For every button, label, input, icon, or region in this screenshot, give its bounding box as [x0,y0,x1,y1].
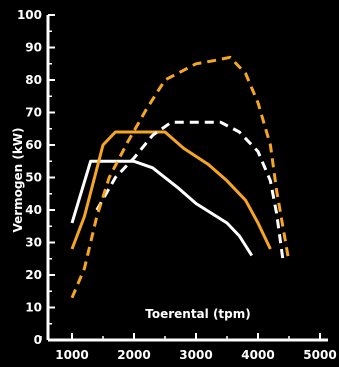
axes [40,14,328,342]
x-tick-label: 2000 [117,348,150,362]
y-tick-label: 10 [25,301,42,315]
y-tick-label: 100 [17,8,42,22]
y-tick-label: 90 [25,41,42,55]
x-tick-label: 5000 [303,348,336,362]
x-axis-title: Toerental (tpm) [145,307,251,321]
y-tick-label: 80 [25,73,42,87]
y-tick-label: 30 [25,236,42,250]
y-tick-label: 60 [25,138,42,152]
x-tick-label: 1000 [55,348,88,362]
series-line-2 [70,130,272,250]
plot-lines [70,55,291,299]
series-line-4 [70,55,291,299]
y-tick-label: 70 [25,106,42,120]
y-tick-label: 0 [34,333,42,347]
series-line-1 [70,159,254,257]
y-axis-title: Vermogen (kW) [11,127,25,232]
y-tick-label: 50 [25,171,42,185]
y-tick-label: 40 [25,203,42,217]
series-line-3 [95,120,285,260]
x-tick-label: 3000 [179,348,212,362]
tick-labels: 0 10 20 30 40 50 60 70 80 90 100 1000 2000 3000 4000 50… [17,8,337,362]
y-tick-label: 20 [25,268,42,282]
x-tick-label: 4000 [241,348,274,362]
